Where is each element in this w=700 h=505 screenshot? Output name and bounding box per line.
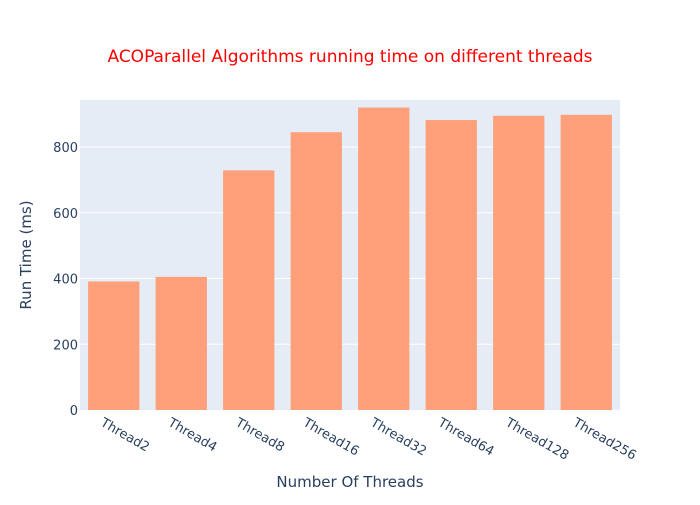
bar-thread8[interactable]: [223, 170, 275, 410]
y-axis-title: Run Time (ms): [17, 200, 35, 309]
x-tick-label: Thread2: [97, 415, 152, 455]
y-tick-label: 200: [53, 338, 78, 353]
x-tick-label: Thread16: [299, 415, 361, 459]
bar-thread128[interactable]: [493, 115, 545, 411]
y-tick-label: 800: [53, 141, 78, 156]
y-tick-label: 400: [53, 273, 78, 288]
x-tick-label: Thread8: [232, 415, 287, 455]
chart-title: ACOParallel Algorithms running time on d…: [107, 47, 592, 67]
y-tick-label: 600: [53, 207, 78, 222]
x-tick-label: Thread32: [367, 415, 429, 459]
x-tick-label: Thread128: [502, 415, 571, 464]
y-tick-label: 0: [70, 404, 78, 419]
bar-thread256[interactable]: [560, 114, 612, 410]
bars-group: [88, 107, 612, 411]
bar-thread4[interactable]: [155, 276, 207, 410]
x-axis-title: Number Of Threads: [276, 473, 423, 491]
x-tick-label: Thread64: [434, 415, 496, 459]
bar-thread2[interactable]: [88, 281, 140, 410]
x-axis-ticks: Thread2 Thread4 Thread8 Thread16 Thread32 Thr…: [97, 415, 639, 464]
x-tick-label: Thread4: [164, 415, 219, 455]
bar-thread32[interactable]: [358, 107, 410, 410]
bar-thread16[interactable]: [290, 132, 342, 411]
y-axis-ticks: 0 200 400 600 800: [53, 141, 78, 419]
bar-thread64[interactable]: [425, 120, 477, 410]
x-tick-label: Thread256: [569, 415, 638, 464]
